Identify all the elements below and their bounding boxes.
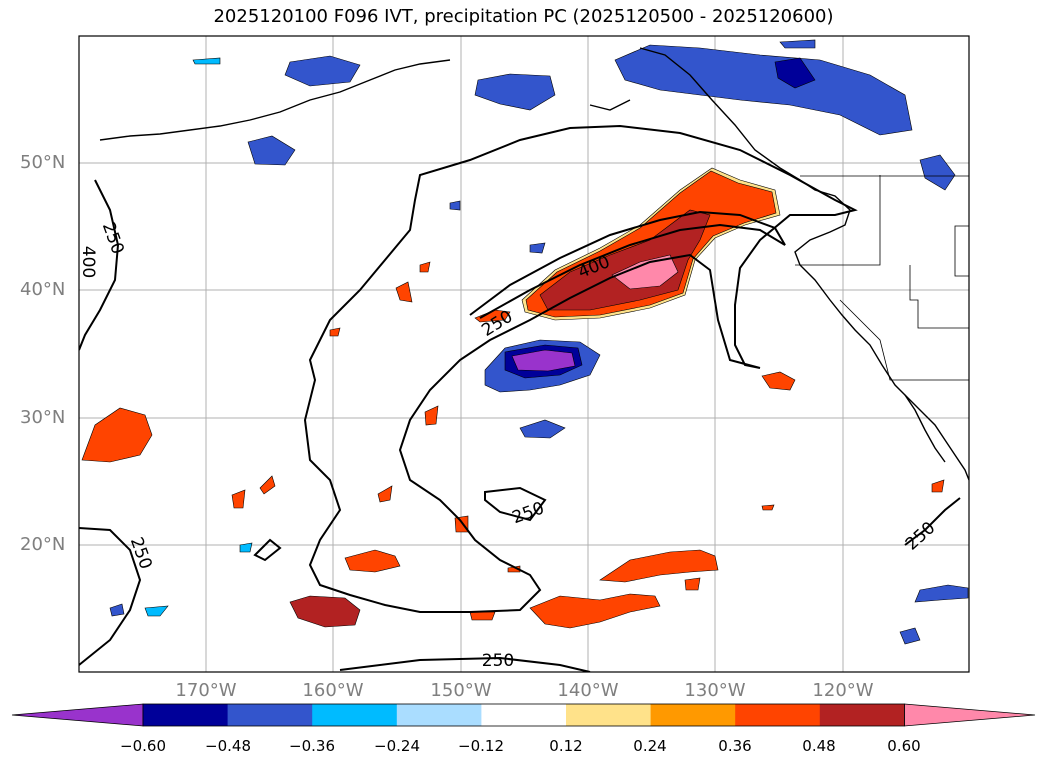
colorbar-cell: [143, 704, 229, 726]
longitude-label: 150°W: [430, 680, 492, 701]
contour-labels: 400 250 250 400 250 250 250 250: [78, 220, 939, 671]
colorbar-cell: [481, 704, 567, 726]
colorbar-cell: [819, 704, 905, 726]
colorbar-tick-label: −0.60: [120, 737, 166, 755]
longitude-label: 130°W: [684, 680, 746, 701]
colorbar-tick-label: −0.12: [458, 737, 504, 755]
colorbar-cell: [566, 704, 652, 726]
colorbar-tick-label: −0.36: [289, 737, 335, 755]
colorbar-frame: [142, 703, 905, 727]
latitude-label: 20°N: [20, 534, 66, 555]
colorbar-tick-label: −0.24: [374, 737, 420, 755]
contour-label: 250: [126, 535, 156, 572]
colorbar-cell: [650, 704, 736, 726]
contour-label: 250: [902, 518, 940, 555]
colorbar-tick-label: 0.36: [718, 737, 752, 755]
map-title: 2025120100 F096 IVT, precipitation PC (2…: [213, 6, 834, 27]
colorbar: [11, 703, 1036, 727]
contour-label: 400: [78, 246, 98, 278]
latitude-label: 50°N: [20, 152, 66, 173]
contour-label: 250: [482, 651, 514, 671]
coastlines: [99, 47, 969, 481]
colorbar-tick-label: 0.12: [549, 737, 583, 755]
colorbar-cell: [227, 704, 313, 726]
colorbar-tick-label: 0.48: [802, 737, 836, 755]
colorbar-tick-label: 0.60: [887, 737, 921, 755]
colorbar-tick-label: 0.24: [633, 737, 667, 755]
colorbar-extend-high: [904, 703, 1036, 727]
map-frame: [78, 35, 970, 673]
contour-label: 250: [510, 498, 547, 528]
colorbar-cell: [312, 704, 398, 726]
longitude-label: 120°W: [812, 680, 874, 701]
colorbar-cell: [396, 704, 482, 726]
colorbar-tick-label: −0.48: [205, 737, 251, 755]
longitude-label: 170°W: [175, 680, 237, 701]
longitude-label: 140°W: [557, 680, 619, 701]
contour-label: 250: [98, 220, 128, 257]
political-borders: [795, 175, 969, 381]
map-panel: 400 250 250 400 250 250 250 250: [78, 35, 970, 673]
latitude-label: 40°N: [20, 279, 66, 300]
longitude-label: 160°W: [302, 680, 364, 701]
positive-precip-regions: [81, 167, 945, 629]
colorbar-cell: [735, 704, 821, 726]
latitude-label: 30°N: [20, 407, 66, 428]
negative-precip-regions: [109, 39, 969, 645]
colorbar-extend-low: [11, 703, 144, 727]
ivt-contours: [79, 124, 961, 672]
